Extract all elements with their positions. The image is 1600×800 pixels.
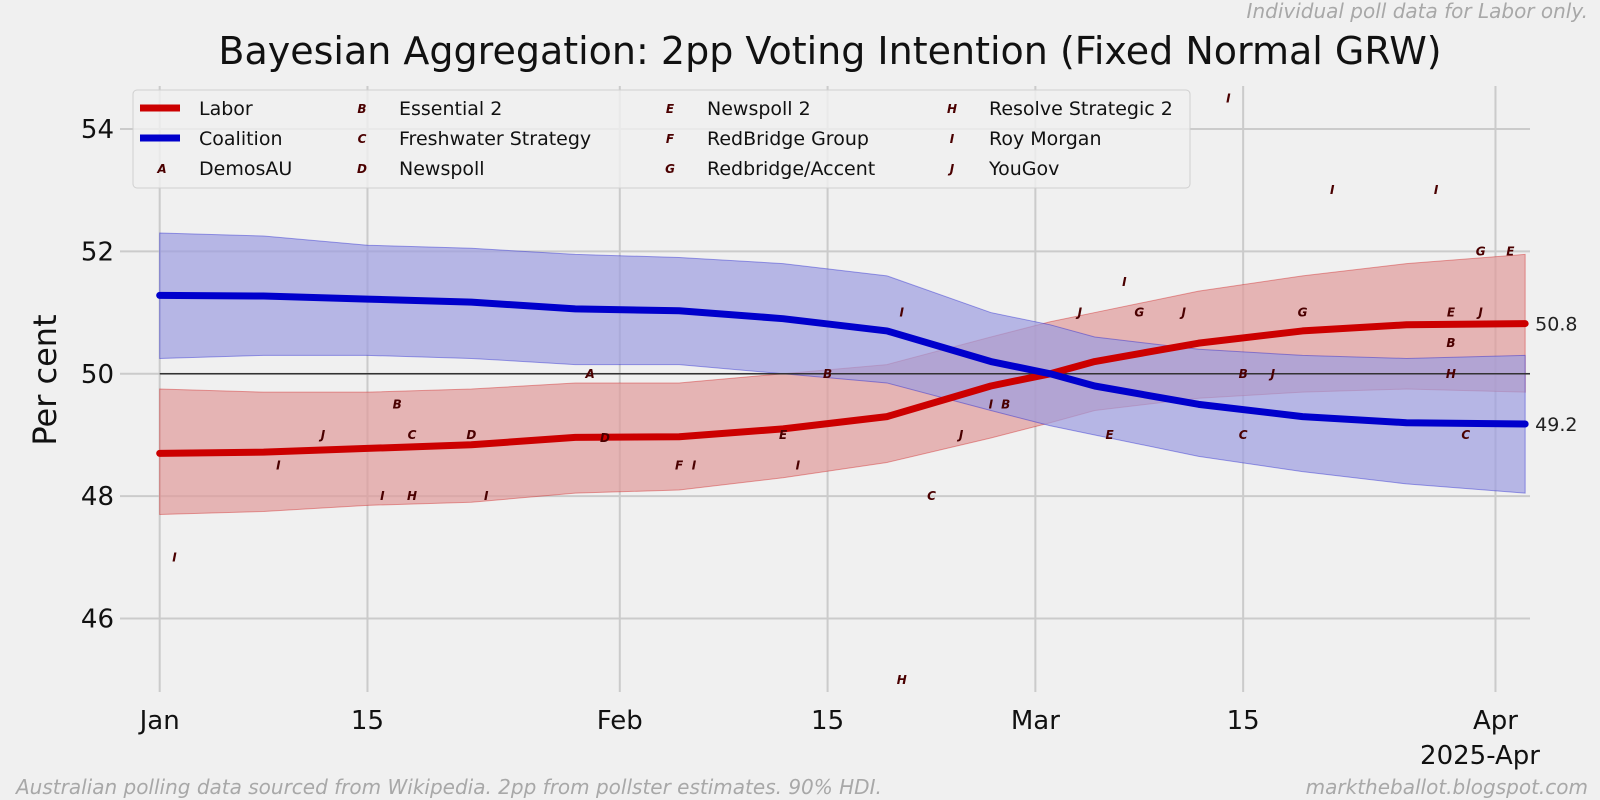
poll-marker: B	[1239, 367, 1248, 381]
legend-label: Coalition	[199, 128, 283, 150]
x-tick-label: Mar	[1011, 706, 1060, 736]
legend-marker: A	[156, 162, 166, 176]
legend-label: Freshwater Strategy	[399, 128, 591, 150]
poll-marker: I	[989, 397, 994, 411]
poll-marker: E	[1447, 306, 1456, 320]
poll-marker: I	[276, 459, 281, 473]
chart-title: Bayesian Aggregation: 2pp Voting Intenti…	[218, 29, 1441, 73]
poll-marker: I	[1330, 183, 1335, 197]
legend-label: YouGov	[988, 158, 1059, 180]
legend-label: Newspoll 2	[707, 98, 811, 120]
poll-marker: H	[1446, 367, 1456, 381]
poll-marker: J	[957, 428, 964, 442]
legend-marker: B	[357, 102, 366, 116]
x-tick-label: 15	[811, 706, 844, 736]
legend: Labor Coalition A DemosAU B Essential 2 C Fresh…	[132, 89, 1191, 189]
legend-label: Roy Morgan	[989, 128, 1102, 150]
poll-marker: C	[1461, 428, 1470, 442]
poll-marker: I	[1434, 183, 1439, 197]
poll-marker: D	[600, 431, 610, 445]
poll-marker: B	[393, 397, 402, 411]
poll-marker: J	[1269, 367, 1276, 381]
legend-label: Newspoll	[399, 158, 485, 180]
poll-marker: H	[897, 673, 907, 687]
footer-source: Australian polling data sourced from Wik…	[14, 775, 882, 799]
labor-end-label: 50.8	[1535, 314, 1577, 336]
poll-marker: I	[692, 459, 697, 473]
poll-marker: E	[1506, 244, 1515, 258]
poll-marker: J	[1476, 306, 1483, 320]
poll-marker: I	[380, 489, 385, 503]
x-tick-label: Feb	[597, 706, 643, 736]
top-note: Individual poll data for Labor only.	[1247, 0, 1588, 23]
poll-marker: B	[1001, 397, 1010, 411]
poll-marker: H	[407, 489, 417, 503]
legend-label: Labor	[199, 98, 253, 120]
poll-marker: C	[1239, 428, 1248, 442]
labor-line	[156, 320, 1529, 457]
legend-label: DemosAU	[199, 158, 292, 180]
poll-marker: I	[172, 550, 177, 564]
poll-marker: J	[319, 428, 326, 442]
legend-label: Resolve Strategic 2	[989, 98, 1173, 120]
y-tick-label: 48	[81, 482, 114, 512]
poll-marker: A	[584, 367, 594, 381]
poll-marker: G	[1476, 244, 1486, 258]
legend-marker: I	[950, 132, 955, 146]
poll-marker: E	[1105, 428, 1114, 442]
footer-site: marktheballot.blogspot.com	[1306, 775, 1588, 799]
coalition-hdi-band	[159, 232, 1526, 494]
y-tick-label: 46	[81, 605, 114, 635]
legend-marker: C	[358, 132, 367, 146]
poll-marker: I	[900, 306, 905, 320]
poll-marker: I	[1122, 275, 1127, 289]
poll-marker: J	[1180, 306, 1187, 320]
poll-marker: I	[1226, 91, 1231, 105]
x-tick-label: 15	[351, 706, 384, 736]
poll-marker: J	[1076, 306, 1083, 320]
y-tick-label: 54	[81, 115, 114, 145]
y-tick-label: 52	[81, 237, 114, 267]
poll-marker: D	[466, 428, 476, 442]
poll-marker: F	[675, 459, 684, 473]
legend-marker: J	[948, 162, 955, 176]
poll-marker: C	[927, 489, 936, 503]
legend-label: Essential 2	[399, 98, 502, 120]
poll-marker: C	[408, 428, 417, 442]
x-tick-label: 15	[1227, 706, 1260, 736]
coalition-end-label: 49.2	[1535, 414, 1577, 436]
legend-marker: G	[665, 162, 675, 176]
poll-marker: B	[823, 367, 832, 381]
poll-marker: I	[796, 459, 801, 473]
x-axis-label: 2025-Apr	[1420, 741, 1540, 771]
poll-marker: G	[1298, 306, 1308, 320]
legend-label: RedBridge Group	[707, 128, 869, 150]
poll-marker: B	[1446, 336, 1455, 350]
legend-marker: D	[357, 162, 367, 176]
legend-marker: E	[666, 102, 675, 116]
x-tick-label: Jan	[138, 706, 180, 736]
poll-marker: I	[484, 489, 489, 503]
poll-marker: G	[1134, 306, 1144, 320]
poll-marker: E	[779, 428, 788, 442]
legend-label: Redbridge/Accent	[707, 158, 875, 180]
legend-frame	[132, 89, 1191, 189]
y-axis-label: Per cent	[26, 314, 64, 445]
legend-marker: F	[666, 132, 675, 146]
legend-marker: H	[947, 102, 957, 116]
x-tick-label: Apr	[1473, 706, 1518, 736]
coalition-line	[156, 291, 1529, 428]
y-tick-label: 50	[81, 360, 114, 390]
hdi-bands	[159, 232, 1526, 516]
axis-ticks: 46 48 50 52 54 Jan 15 Feb 15 Mar 15 Apr	[81, 115, 1518, 736]
series-lines: 50.8 49.2	[156, 291, 1577, 457]
